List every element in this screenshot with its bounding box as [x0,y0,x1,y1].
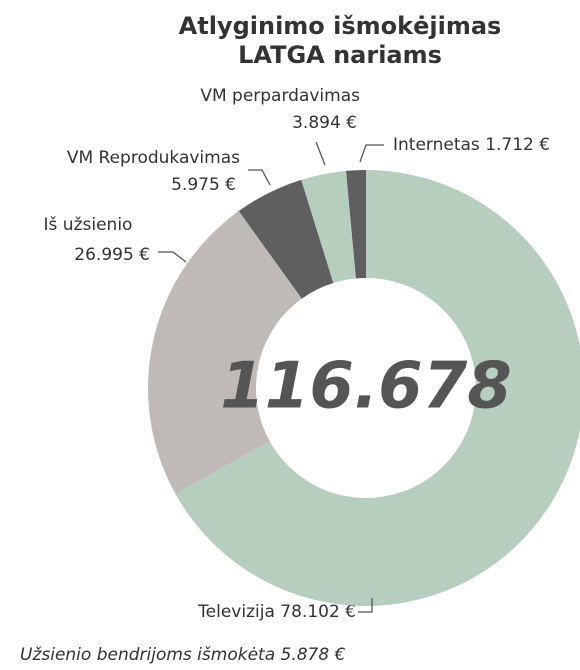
value-label: 1.712 € [485,135,550,155]
donut-slice [175,170,580,606]
donut-slice [301,170,356,283]
donut-slice [147,211,302,494]
slice-label: Televizija 78.102 € [197,602,356,622]
donut-slice [345,170,366,279]
donut-slice [238,179,334,299]
value-label: 26.995 € [74,245,150,265]
value-label: 78.102 € [280,602,356,622]
leader-line [358,598,373,613]
leader-line [158,251,187,263]
category-name: Internetas [393,135,480,155]
leader-line [248,169,271,186]
footnote: Užsienio bendrijoms išmokėta 5.878 € [20,645,346,665]
category-name: VM Reprodukavimas [67,148,240,168]
chart-title: Atlyginimo išmokėjimas [179,12,502,40]
slice-label: Internetas 1.712 € [393,135,550,155]
leader-line [315,141,326,166]
category-name: Iš užsienio [44,215,133,235]
category-name: VM perpardavimas [200,86,360,106]
chart-title: LATGA nariams [238,41,442,69]
center-total: 116.678 [220,350,512,424]
value-label: 5.975 € [171,175,236,195]
category-name: Televizija [197,602,275,622]
value-label: 3.894 € [292,113,357,133]
leader-line [359,144,384,163]
